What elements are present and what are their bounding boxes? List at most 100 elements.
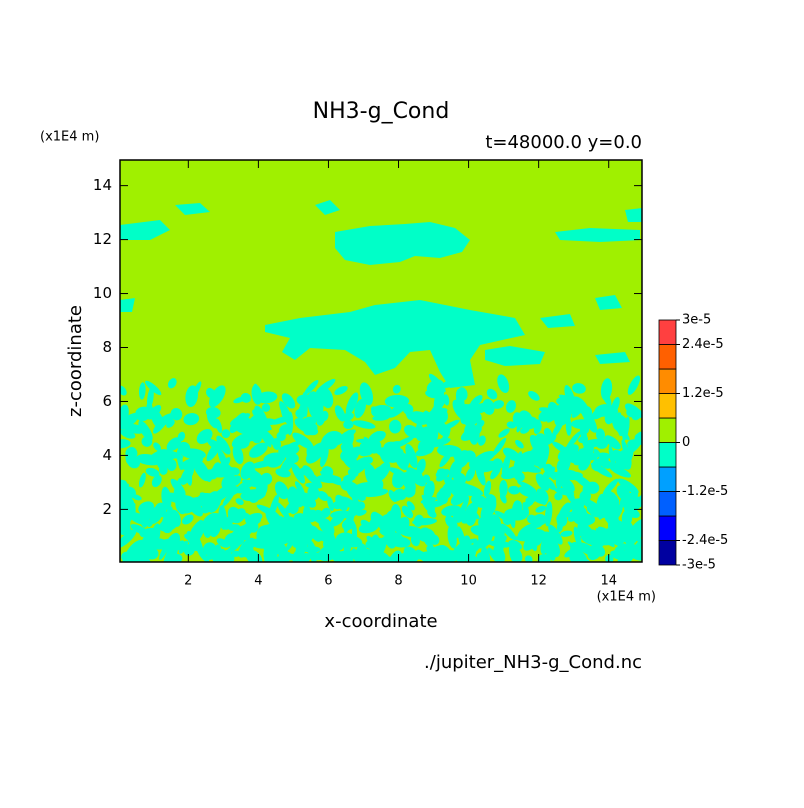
contour-region	[630, 518, 642, 536]
contour-region	[596, 493, 607, 520]
x-unit: (x1E4 m)	[597, 590, 656, 605]
contour-region	[486, 388, 498, 400]
contour-region	[174, 477, 182, 496]
contour-region	[120, 220, 170, 240]
y-tick-label: 6	[102, 392, 112, 410]
contour-region	[392, 384, 401, 394]
contour-region	[217, 448, 228, 469]
contour-region	[208, 385, 226, 408]
contour-region	[540, 314, 575, 328]
contour-region	[406, 501, 415, 511]
contour-region	[155, 412, 177, 428]
contour-region	[347, 468, 359, 478]
contour-region	[537, 553, 551, 562]
colorbar-bin	[658, 319, 677, 345]
contour-region	[217, 517, 234, 525]
contour-region	[465, 467, 476, 482]
y-tick-label: 8	[102, 338, 112, 356]
y-tick-label: 12	[93, 230, 112, 248]
x-tick-label: 8	[394, 574, 402, 589]
contour-region	[197, 548, 210, 562]
contour-region	[254, 405, 269, 429]
contour-region	[501, 454, 511, 476]
contour-region	[483, 480, 492, 497]
contour-region	[212, 462, 222, 478]
contour-region	[208, 444, 218, 459]
contour-region	[614, 546, 625, 557]
contour-region	[539, 407, 561, 416]
contour-region	[228, 524, 241, 531]
colorbar-bin	[658, 491, 677, 517]
contour-region	[138, 382, 146, 400]
contour-region	[581, 443, 594, 468]
contour-region	[146, 386, 154, 409]
contour-region	[617, 478, 639, 494]
contour-region	[364, 456, 373, 464]
colorbar-bin	[658, 368, 677, 394]
contour-region	[190, 524, 200, 535]
contour-region	[205, 548, 225, 560]
contour-region	[609, 465, 632, 478]
contour-region	[604, 504, 613, 512]
contour-region	[420, 497, 437, 504]
contour-region	[279, 553, 298, 561]
contour-region	[427, 509, 437, 518]
contour-region	[492, 437, 507, 456]
colorbar-bin	[658, 466, 677, 492]
plot-frame	[119, 159, 643, 563]
contour-region	[594, 545, 606, 557]
contour-region	[438, 486, 452, 500]
contour-region	[120, 439, 131, 449]
contour-region	[595, 528, 615, 548]
contour-region	[405, 443, 418, 469]
contour-region	[169, 509, 181, 527]
contour-region	[125, 449, 131, 464]
contour-region	[477, 435, 486, 446]
contour-region	[370, 511, 381, 526]
contour-region	[192, 458, 211, 482]
contour-region	[295, 481, 305, 497]
contour-region	[404, 546, 413, 558]
contour-region	[362, 488, 389, 498]
contour-region	[582, 410, 598, 433]
contour-region	[497, 377, 508, 388]
contour-region	[201, 491, 219, 514]
x-tick-label: 12	[530, 574, 547, 589]
contour-region	[620, 496, 630, 506]
contour-region	[272, 438, 282, 450]
contour-region	[320, 410, 329, 422]
contour-region	[335, 222, 470, 265]
contour-region	[343, 509, 355, 533]
contour-region	[120, 298, 135, 312]
colorbar-tick-label: 1.2e-5	[682, 386, 724, 401]
x-tick-label: 10	[460, 574, 477, 589]
contour-region	[565, 417, 572, 436]
contour-region	[216, 435, 231, 455]
contour-region	[416, 458, 426, 475]
contour-region	[304, 380, 319, 395]
contour-region	[351, 448, 360, 458]
contour-region	[341, 412, 354, 422]
colorbar-bin	[658, 344, 677, 370]
x-tick-label: 6	[324, 574, 332, 589]
contour-region	[207, 438, 223, 451]
contour-region	[607, 412, 622, 424]
contour-region	[290, 536, 301, 547]
contour-region	[580, 424, 588, 449]
contour-region	[585, 481, 600, 494]
contour-region	[166, 459, 177, 471]
contour-region	[165, 532, 181, 554]
contour-region	[458, 496, 470, 519]
contour-region	[293, 513, 307, 523]
contour-region	[575, 506, 587, 520]
contour-region	[235, 498, 244, 506]
colorbar-bin	[658, 442, 677, 468]
contour-region	[425, 435, 435, 452]
y-tick-label: 2	[102, 500, 112, 518]
contour-region	[492, 400, 505, 409]
contour-region	[396, 519, 407, 532]
contour-region	[169, 553, 183, 562]
contour-region	[502, 513, 513, 525]
contour-region	[537, 433, 557, 447]
colorbar-tick-label: 3e-5	[682, 313, 711, 328]
